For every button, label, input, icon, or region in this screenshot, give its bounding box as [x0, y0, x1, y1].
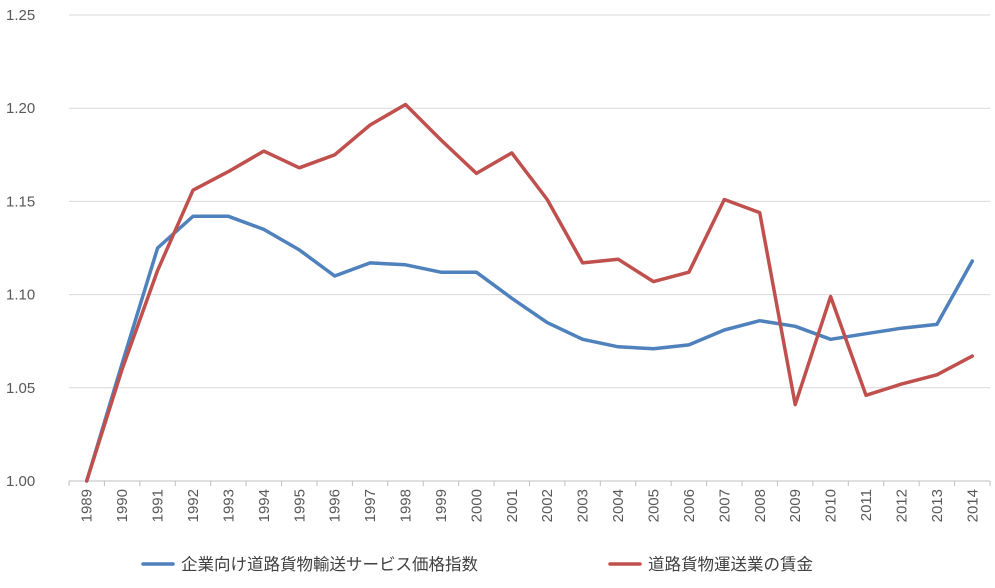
x-tick-label: 1994 [256, 489, 273, 522]
x-tick-label: 1999 [433, 489, 450, 522]
x-tick-label: 1989 [79, 489, 96, 522]
x-tick-label: 2001 [504, 489, 521, 522]
legend-item: 企業向け道路貨物輸送サービス価格指数 [141, 555, 479, 574]
legend-item: 道路貨物運送業の賃金 [608, 555, 814, 574]
x-tick-label: 2002 [539, 489, 556, 522]
y-tick-label: 1.00 [6, 473, 35, 490]
legend-label: 道路貨物運送業の賃金 [648, 555, 814, 574]
x-tick-label: 1993 [220, 489, 237, 522]
x-tick-label: 2014 [964, 489, 981, 522]
series-line-1 [84, 214, 975, 483]
x-tick-label: 2013 [929, 489, 946, 522]
y-axis: 1.00 1.05 1.10 1.15 1.20 1.25 [6, 7, 35, 490]
x-tick-label: 1998 [398, 489, 415, 522]
gridlines [69, 14, 990, 389]
x-tick-label: 1995 [291, 489, 308, 522]
x-tick-label: 2003 [575, 489, 592, 522]
y-tick-label: 1.20 [6, 100, 35, 117]
x-tick-label: 2004 [610, 489, 627, 522]
x-tick-label: 2000 [468, 489, 485, 522]
x-tick-label: 2005 [645, 489, 662, 522]
x-axis: 1989 1990 1991 1992 1993 1994 1995 1996 1997 1998… [68, 480, 991, 522]
x-tick-label: 1996 [327, 489, 344, 522]
x-tick-label: 1992 [185, 489, 202, 522]
series-line-2 [84, 102, 975, 483]
series-lines [84, 102, 975, 483]
y-tick-label: 1.10 [6, 287, 35, 304]
x-tick-label: 1990 [114, 489, 131, 522]
x-tick-label: 1991 [150, 489, 167, 522]
y-tick-label: 1.15 [6, 193, 35, 210]
x-tick-label: 2007 [716, 489, 733, 522]
legend: 企業向け道路貨物輸送サービス価格指数 道路貨物運送業の賃金 [141, 555, 814, 574]
legend-label: 企業向け道路貨物輸送サービス価格指数 [181, 555, 479, 574]
x-tick-label: 2008 [752, 489, 769, 522]
y-tick-label: 1.05 [6, 380, 35, 397]
x-tick-label: 2011 [858, 489, 875, 521]
x-tick-label: 2009 [787, 489, 804, 522]
x-tick-label: 2012 [893, 489, 910, 522]
x-tick-label: 2010 [823, 489, 840, 522]
x-tick-label: 2006 [681, 489, 698, 522]
y-tick-label: 1.25 [6, 7, 35, 24]
x-tick-label: 1997 [362, 489, 379, 522]
